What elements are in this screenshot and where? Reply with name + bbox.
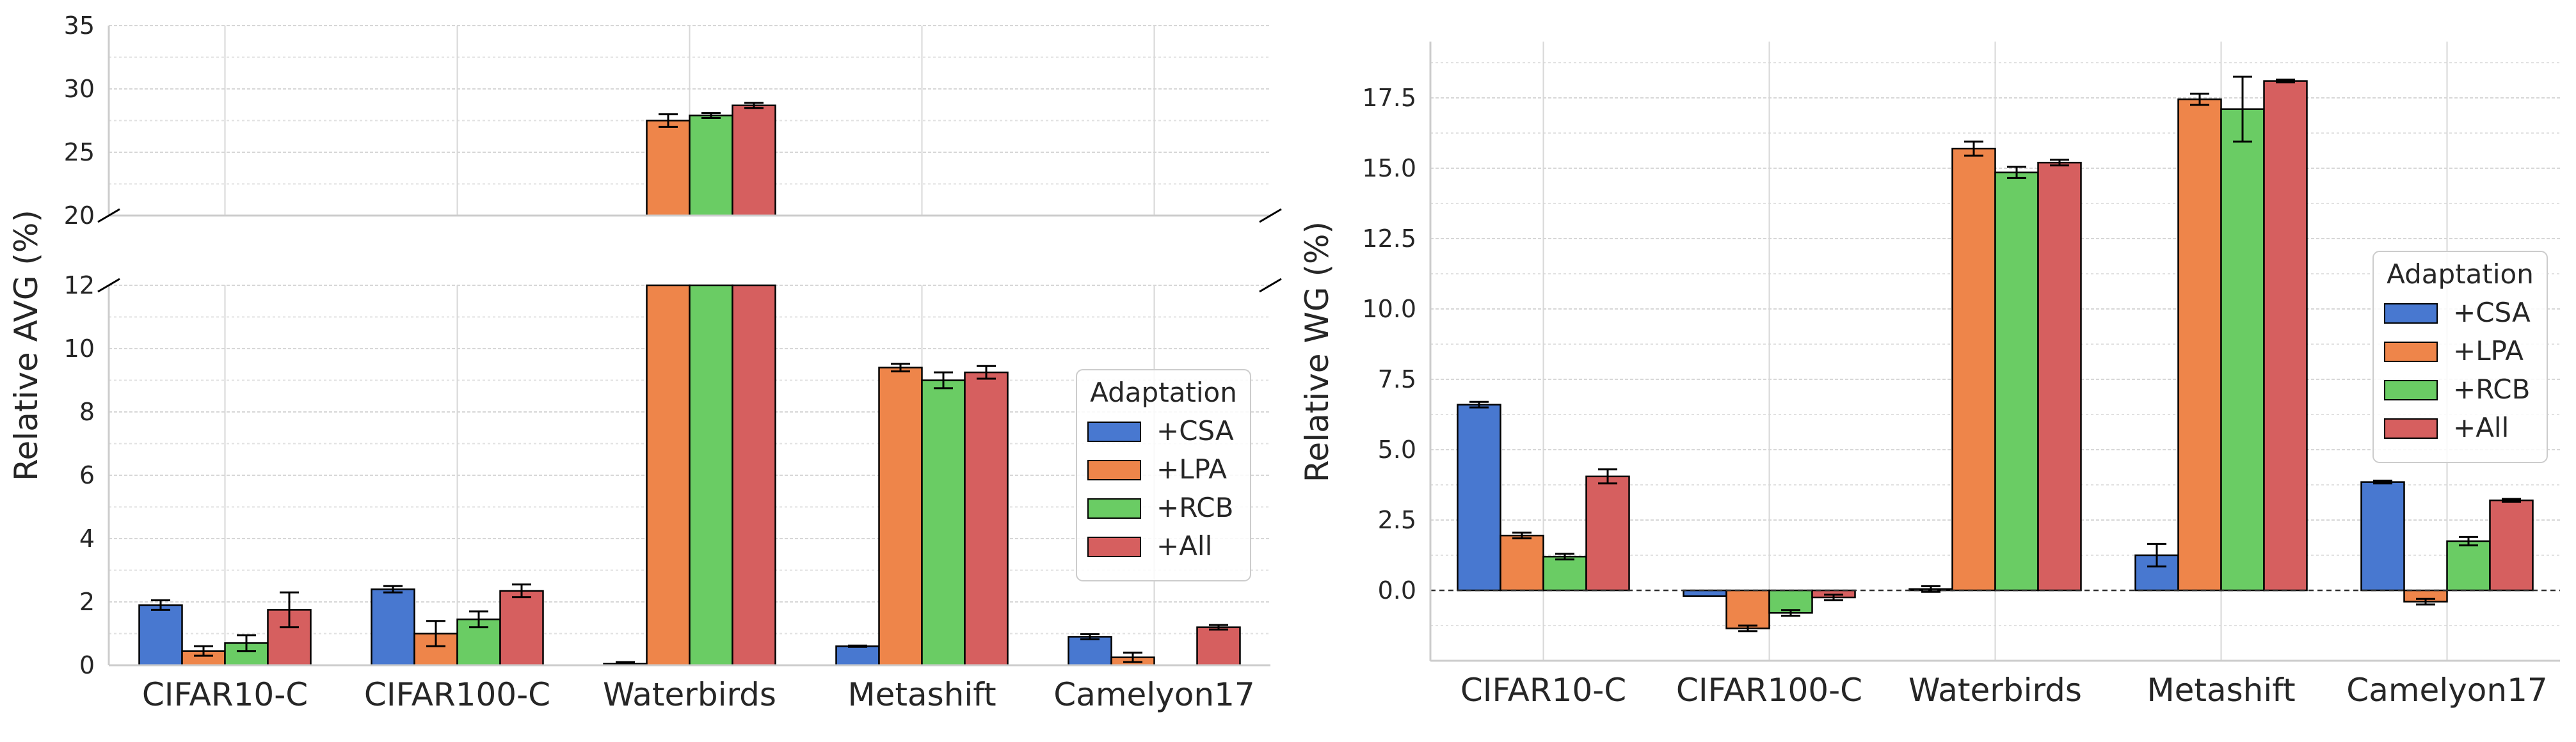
y-tick-label: 2 xyxy=(79,588,95,616)
bar-csa-camelyon17 xyxy=(2360,481,2405,592)
bar-all-waterbirds xyxy=(2037,161,2082,592)
break-mark xyxy=(97,208,120,223)
x-tick-label: Metashift xyxy=(2147,672,2295,709)
bar-all-cifar100-c xyxy=(499,590,544,667)
y-tick-label: 4 xyxy=(79,525,95,553)
bar-all-camelyon17 xyxy=(1196,626,1241,667)
bar-all-waterbirds-lower xyxy=(732,284,776,667)
bar-csa-cifar10-c xyxy=(1457,404,1501,592)
bar-csa-camelyon17 xyxy=(1068,636,1112,667)
y-tick-label: 12 xyxy=(64,271,95,299)
legend-swatch-rcb xyxy=(2384,380,2438,400)
y-tick-label: 12.5 xyxy=(1362,225,1416,253)
legend-title: Adaptation xyxy=(1090,377,1237,408)
y-tick-label: 20 xyxy=(64,201,95,230)
y-tick-label: 25 xyxy=(64,138,95,166)
bar-lpa-cifar10-c xyxy=(1500,534,1544,592)
legend-label-lpa: +LPA xyxy=(1156,454,1227,485)
bar-lpa-waterbirds xyxy=(1951,147,1996,592)
bar-csa-metashift xyxy=(835,645,880,667)
x-tick-label: CIFAR10-C xyxy=(1460,672,1626,709)
y-tick-label: 30 xyxy=(64,75,95,103)
bar-csa-cifar100-c xyxy=(1683,589,1727,597)
legend-label-rcb: +RCB xyxy=(1156,492,1233,523)
y-tick-label: 0.0 xyxy=(1378,576,1416,604)
x-tick-label: Camelyon17 xyxy=(2346,672,2547,709)
bar-all-metashift xyxy=(2263,80,2308,592)
break-mark xyxy=(97,278,120,293)
legend-label-all: +All xyxy=(2453,412,2509,443)
break-mark xyxy=(1259,278,1282,293)
x-tick-label: Camelyon17 xyxy=(1053,676,1254,713)
y-tick-label: 35 xyxy=(64,12,95,40)
bar-lpa-metashift xyxy=(878,367,923,667)
bar-csa-cifar10-c xyxy=(138,604,183,667)
y-tick-label: 6 xyxy=(79,461,95,489)
bar-rcb-metashift xyxy=(921,379,966,667)
bar-rcb-cifar10-c xyxy=(1542,555,1587,592)
bar-all-camelyon17 xyxy=(2489,499,2534,592)
legend-swatch-csa xyxy=(1087,422,1141,442)
x-tick-label: CIFAR100-C xyxy=(1676,672,1862,709)
legend-swatch-csa xyxy=(2384,303,2438,324)
legend-label-csa: +CSA xyxy=(1156,415,1234,446)
y-tick-label: 8 xyxy=(79,398,95,426)
legend-swatch-rcb xyxy=(1087,498,1141,519)
y-axis-label: Relative AVG (%) xyxy=(8,210,45,481)
bar-all-waterbirds-upper xyxy=(732,104,776,217)
y-tick-label: 2.5 xyxy=(1378,506,1416,534)
legend-label-lpa: +LPA xyxy=(2453,335,2524,367)
bar-all-cifar10-c xyxy=(1585,475,1630,592)
legend-label-all: +All xyxy=(1156,530,1212,562)
legend-label-csa: +CSA xyxy=(2453,297,2531,328)
bar-rcb-waterbirds-lower xyxy=(689,284,733,667)
y-tick-label: 0 xyxy=(79,651,95,679)
x-tick-label: Metashift xyxy=(847,676,996,713)
y-tick-label: 5.0 xyxy=(1378,436,1416,464)
bar-csa-cifar100-c xyxy=(371,588,415,667)
bar-rcb-waterbirds xyxy=(1994,171,2039,592)
bar-lpa-waterbirds-lower xyxy=(646,284,691,667)
y-tick-label: 10 xyxy=(64,335,95,363)
avg-chart: 0 2 4 6 8 10 12 20 25 30 35 CIFAR10-C CIFAR100-C Wate… xyxy=(8,12,1282,713)
legend-label-rcb: +RCB xyxy=(2453,374,2530,405)
bar-lpa-waterbirds-upper xyxy=(646,120,691,217)
bar-rcb-metashift xyxy=(2220,108,2265,592)
x-tick-label: Waterbirds xyxy=(1908,672,2082,709)
y-tick-label: 7.5 xyxy=(1378,365,1416,393)
bar-lpa-metashift xyxy=(2177,98,2222,592)
legend-title: Adaptation xyxy=(2387,258,2534,290)
x-tick-label: Waterbirds xyxy=(603,676,776,713)
y-tick-label: 15.0 xyxy=(1362,154,1416,182)
wg-chart: 0.0 2.5 5.0 7.5 10.0 12.5 15.0 17.5 CIFAR10-C CIF… xyxy=(1299,42,2560,709)
y-axis-label: Relative WG (%) xyxy=(1299,221,1336,482)
x-tick-label: CIFAR10-C xyxy=(142,676,308,713)
bar-rcb-camelyon17 xyxy=(2446,540,2491,592)
legend-swatch-lpa xyxy=(2384,342,2438,362)
y-tick-label: 10.0 xyxy=(1362,295,1416,323)
legend-swatch-all xyxy=(1087,537,1141,557)
legend-swatch-lpa xyxy=(1087,460,1141,480)
bar-lpa-cifar100-c xyxy=(1725,589,1770,629)
y-tick-label: 17.5 xyxy=(1362,84,1416,112)
bar-all-metashift xyxy=(964,371,1009,667)
legend-swatch-all xyxy=(2384,418,2438,439)
bar-rcb-waterbirds-upper xyxy=(689,114,733,217)
break-mark xyxy=(1259,208,1282,223)
x-tick-label: CIFAR100-C xyxy=(364,676,550,713)
